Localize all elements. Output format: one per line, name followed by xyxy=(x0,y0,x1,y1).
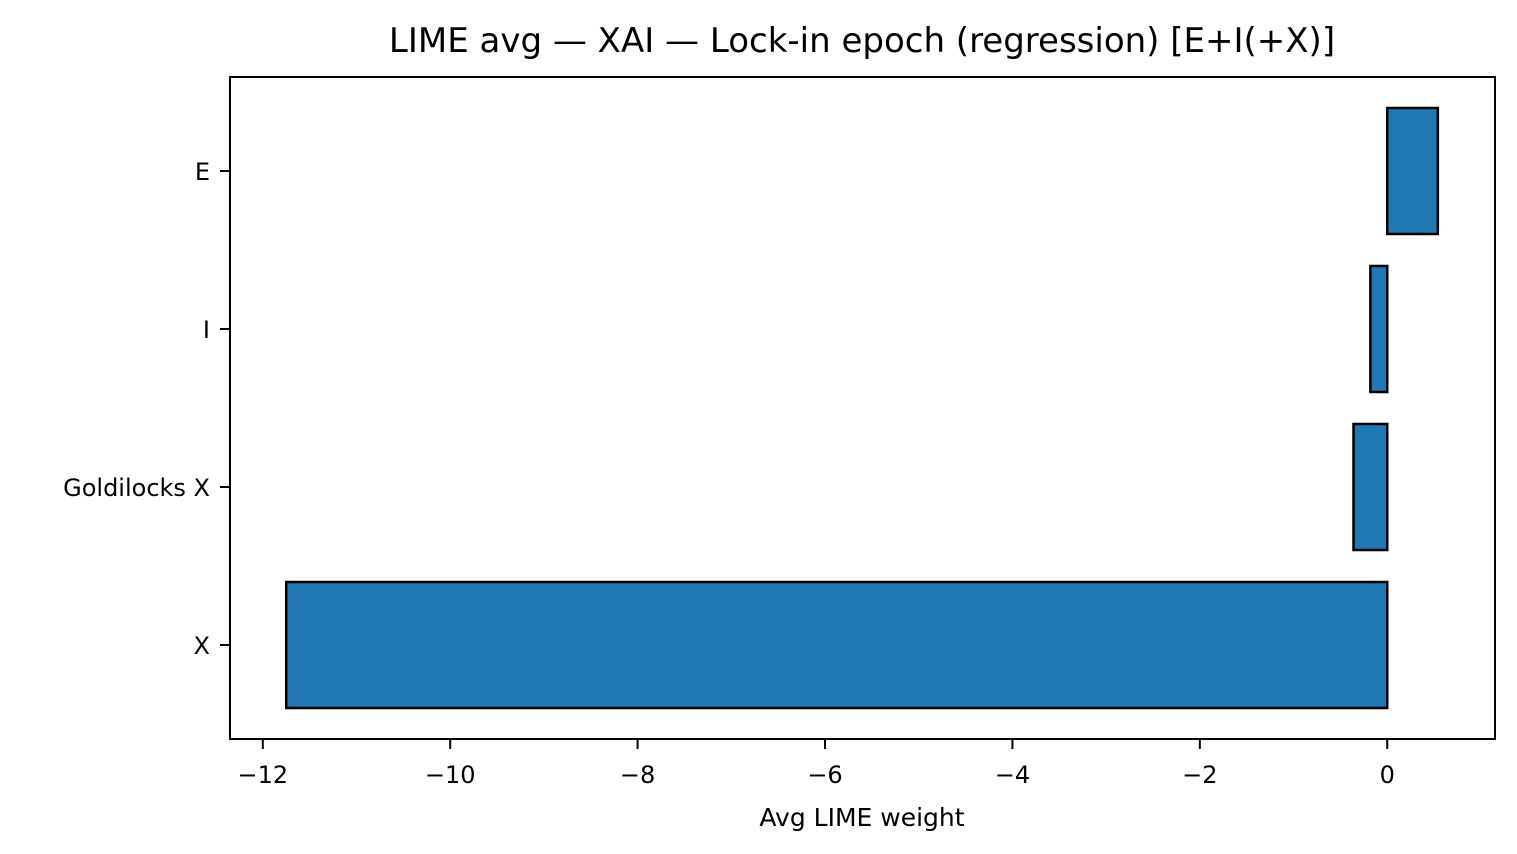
y-tick-label-e: E xyxy=(195,158,210,186)
x-tick-label: −12 xyxy=(237,761,288,789)
x-tick-label: −2 xyxy=(1182,761,1217,789)
y-tick-label-x: X xyxy=(194,632,210,660)
y-tick-label-i: I xyxy=(203,316,210,344)
x-tick-label: −4 xyxy=(995,761,1030,789)
bar-goldilocks-x xyxy=(1352,422,1389,552)
bars xyxy=(284,106,1440,710)
x-axis: −12 −10 −8 −6 −4 −2 0 xyxy=(237,739,1395,789)
plot-frame xyxy=(229,76,1496,740)
bar-x xyxy=(284,580,1389,710)
x-tick-label: 0 xyxy=(1380,761,1395,789)
x-tick-label: −6 xyxy=(807,761,842,789)
x-tick-label: −10 xyxy=(425,761,476,789)
bar-i xyxy=(1369,264,1389,394)
x-axis-label: Avg LIME weight xyxy=(759,803,964,832)
bar-e xyxy=(1385,106,1440,236)
chart-title: LIME avg — XAI — Lock-in epoch (regressi… xyxy=(389,21,1335,61)
y-tick-label-goldilocks-x: Goldilocks X xyxy=(63,474,210,502)
x-tick-label: −8 xyxy=(620,761,655,789)
y-axis: E I Goldilocks X X xyxy=(63,158,230,660)
